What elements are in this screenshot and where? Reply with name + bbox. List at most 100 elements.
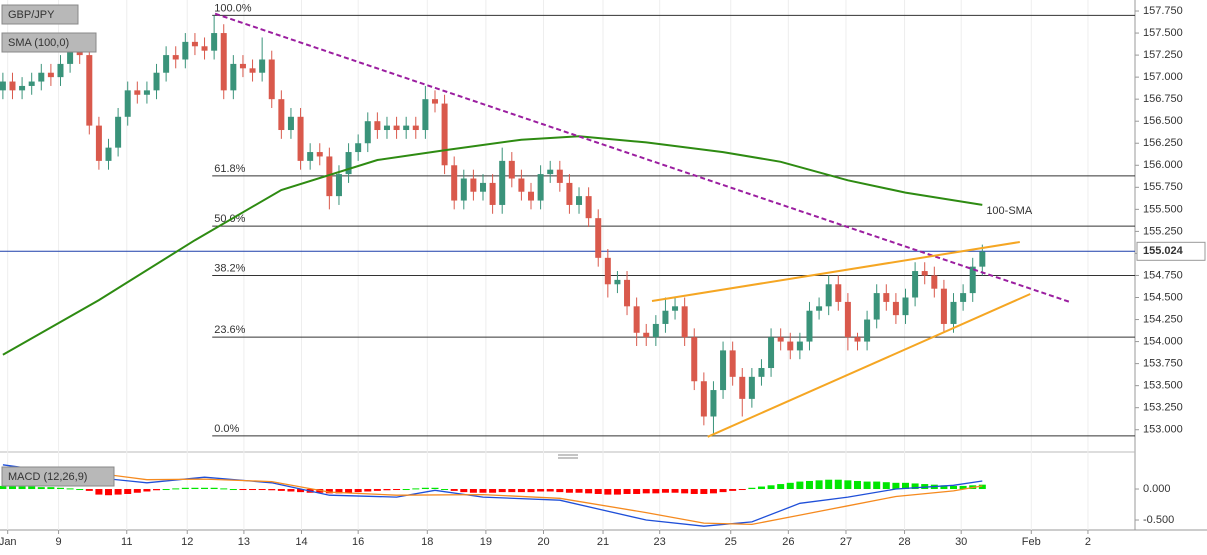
x-tick-label: 16 xyxy=(352,536,364,548)
candle-body xyxy=(479,182,486,192)
candle-body xyxy=(259,59,266,73)
histogram-bar xyxy=(748,487,756,490)
candle-body xyxy=(86,55,93,126)
candle-body xyxy=(431,99,438,104)
candle-body xyxy=(239,63,246,69)
x-tick-label: 18 xyxy=(421,536,433,548)
x-tick-label: 20 xyxy=(537,536,549,548)
histogram-bar xyxy=(661,489,669,493)
histogram-bar xyxy=(805,480,813,490)
histogram-bar xyxy=(681,489,689,494)
candle-body xyxy=(748,376,755,399)
drag-handle[interactable] xyxy=(558,454,578,459)
histogram-bar xyxy=(633,489,641,494)
x-tick-label: 19 xyxy=(480,536,492,548)
histogram-bar xyxy=(757,486,765,490)
candle-body xyxy=(163,55,170,73)
x-tick-label: 30 xyxy=(955,536,967,548)
candle-body xyxy=(700,381,707,417)
y-tick-label: 157.500 xyxy=(1143,27,1183,39)
histogram-bar xyxy=(489,489,497,493)
fib-label: 100.0% xyxy=(214,2,252,14)
sma-annotation: 100-SMA xyxy=(986,205,1033,217)
candle-body xyxy=(912,271,919,298)
histogram-bar xyxy=(210,487,218,490)
candle-body xyxy=(969,266,976,294)
candle-body xyxy=(844,301,851,338)
y-tick-label: 157.250 xyxy=(1143,49,1183,61)
legend-box xyxy=(1,466,115,487)
candle-body xyxy=(422,99,429,131)
x-tick-label: 14 xyxy=(295,536,307,548)
histogram-bar xyxy=(613,489,621,495)
fib-label: 61.8% xyxy=(214,163,245,175)
candle-body xyxy=(940,288,947,324)
legend-label: MACD (12,26,9) xyxy=(8,471,87,483)
fib-label: 38.2% xyxy=(214,262,245,274)
histogram-bar xyxy=(325,489,333,494)
candle-body xyxy=(691,337,698,382)
y-tick-label: 155.500 xyxy=(1143,203,1183,215)
histogram-bar xyxy=(508,489,516,493)
histogram-bar xyxy=(767,485,775,490)
histogram-bar xyxy=(460,489,468,493)
candle-body xyxy=(355,143,362,153)
candle-body xyxy=(662,310,669,324)
candle-body xyxy=(806,310,813,342)
histogram-bar xyxy=(133,489,141,493)
histogram-bar xyxy=(853,480,861,490)
candle-body xyxy=(460,178,467,201)
histogram-bar xyxy=(815,480,823,490)
histogram-bar xyxy=(709,489,717,494)
histogram-bar xyxy=(911,483,919,490)
y-tick-label: 154.750 xyxy=(1143,269,1183,281)
histogram-bar xyxy=(642,489,650,494)
candle-body xyxy=(287,116,294,131)
candle-body xyxy=(873,293,880,320)
candle-body xyxy=(143,90,150,95)
histogram-bar xyxy=(85,489,93,491)
histogram-bar xyxy=(450,489,458,491)
histogram-bar xyxy=(950,485,958,490)
candle-body xyxy=(950,301,957,324)
x-tick-label: 28 xyxy=(898,536,910,548)
y-tick-label: 153.500 xyxy=(1143,380,1183,392)
y-tick-label: 155.250 xyxy=(1143,225,1183,237)
histogram-bar xyxy=(181,487,189,490)
y-tick-label: 156.000 xyxy=(1143,159,1183,171)
histogram-bar xyxy=(0,485,7,490)
candle-body xyxy=(758,368,765,377)
histogram-bar xyxy=(114,489,122,495)
candle-body xyxy=(835,284,842,302)
histogram-bar xyxy=(863,481,871,490)
y-tick-label: -0.500 xyxy=(1143,514,1174,526)
histogram-bar xyxy=(373,489,381,491)
candle-body xyxy=(777,337,784,342)
histogram-bar xyxy=(249,489,257,491)
y-tick-label: 156.250 xyxy=(1143,137,1183,149)
x-tick-label: 27 xyxy=(840,536,852,548)
histogram-bar xyxy=(517,489,525,493)
candle-body xyxy=(374,121,381,131)
histogram-bar xyxy=(844,480,852,490)
histogram-bar xyxy=(335,489,343,494)
histogram-bar xyxy=(56,487,64,490)
histogram-bar xyxy=(412,488,420,490)
histogram-bar xyxy=(738,489,746,491)
candle-body xyxy=(38,72,45,82)
y-tick-label: 156.750 xyxy=(1143,93,1183,105)
histogram-bar xyxy=(978,484,986,490)
histogram-bar xyxy=(153,489,161,491)
candle-body xyxy=(182,41,189,60)
y-tick-label: 157.000 xyxy=(1143,71,1183,83)
y-tick-label: 153.250 xyxy=(1143,402,1183,414)
candle-body xyxy=(19,85,26,91)
histogram-bar xyxy=(18,486,26,490)
candle-body xyxy=(268,59,275,100)
candle-body xyxy=(595,218,602,258)
histogram-bar xyxy=(652,489,660,494)
histogram-bar xyxy=(105,489,113,496)
histogram-bar xyxy=(825,479,833,490)
candle-body xyxy=(345,152,352,175)
